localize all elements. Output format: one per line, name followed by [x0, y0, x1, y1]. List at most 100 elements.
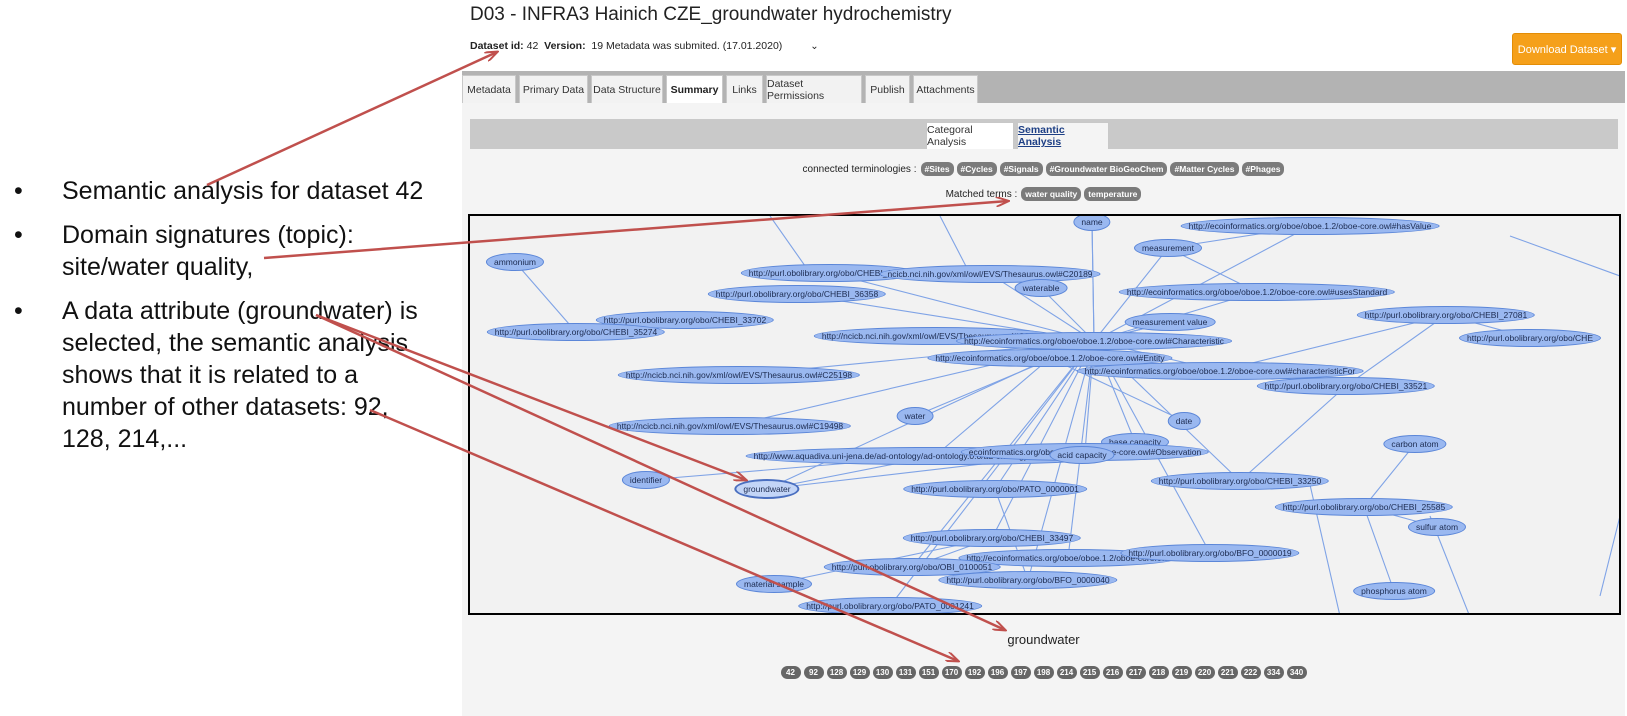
graph-node[interactable]: waterable [1014, 279, 1068, 297]
dataset-pill[interactable]: 198 [1033, 666, 1054, 679]
slide-bullet-list: • Semantic analysis for dataset 42 • Dom… [0, 0, 460, 716]
graph-node[interactable]: http://purl.obolibrary.org/obo/CHEBI_255… [1274, 498, 1454, 516]
graph-edge [1509, 235, 1619, 277]
tab-publish[interactable]: Publish [865, 75, 910, 103]
graph-node[interactable]: ammonium [485, 253, 545, 271]
graph-node[interactable]: date [1167, 412, 1201, 430]
matched-terms-label: Matched terms : [945, 188, 1018, 200]
graph-node[interactable]: material sample [736, 575, 812, 593]
dataset-pill[interactable]: 170 [941, 666, 962, 679]
terminology-tag[interactable]: #Sites [920, 162, 954, 176]
graph-node[interactable]: measurement value [1124, 313, 1216, 331]
bullet-symbol: • [14, 297, 23, 325]
dataset-pill[interactable]: 151 [918, 666, 939, 679]
chevron-down-icon: ⌄ [810, 41, 819, 52]
dataset-pill[interactable]: 216 [1102, 666, 1123, 679]
terminology-tag[interactable]: #Signals [999, 162, 1043, 176]
bullet-symbol: • [14, 177, 23, 205]
terminology-tag[interactable]: #Phages [1241, 162, 1285, 176]
graph-node[interactable]: http://ecoinformatics.org/oboe/oboe.1.2/… [1118, 283, 1396, 301]
graph-node[interactable]: http://ecoinformatics.org/oboe/oboe.1.2/… [1180, 217, 1440, 235]
graph-node[interactable]: http://ecoinformatics.org/oboe/oboe.1.2/… [1076, 362, 1364, 380]
graph-node[interactable]: http://purl.obolibrary.org/obo/CHEBI_334… [902, 529, 1082, 547]
dataset-pill[interactable]: 215 [1079, 666, 1100, 679]
dataset-pill[interactable]: 340 [1286, 666, 1307, 679]
graph-node[interactable]: http://purl.obolibrary.org/obo/CHE [1459, 329, 1601, 347]
graph-node[interactable]: http://purl.obolibrary.org/obo/CHEBI_332… [1150, 472, 1330, 490]
tab-primary-data[interactable]: Primary Data [519, 75, 588, 103]
bullet-line: selected, the semantic analysis [62, 329, 409, 357]
bullet-line: site/water quality, [62, 253, 254, 281]
terminology-tag[interactable]: #Cycles [956, 162, 997, 176]
graph-node-selected[interactable]: groundwater [734, 479, 800, 499]
dataset-pill[interactable]: 222 [1240, 666, 1261, 679]
tab-semantic-analysis[interactable]: Semantic Analysis [1017, 122, 1109, 149]
version-select[interactable]: 19 Metadata was submited. (17.01.2020) ⌄ [591, 40, 818, 52]
matched-tag[interactable]: temperature [1084, 187, 1142, 201]
dataset-pill[interactable]: 217 [1125, 666, 1146, 679]
dataset-pill[interactable]: 192 [964, 666, 985, 679]
dataset-pill[interactable]: 42 [780, 666, 801, 679]
graph-node[interactable]: http://purl.obolibrary.org/obo/BFO_00000… [1120, 544, 1300, 562]
graph-edge [991, 340, 1095, 539]
dataset-pill[interactable]: 129 [849, 666, 870, 679]
graph-node[interactable]: carbon atom [1383, 435, 1447, 453]
dataset-view: D03 - INFRA3 Hainich CZE_groundwater hyd… [462, 0, 1627, 716]
bullet-symbol: • [14, 221, 23, 249]
graph-node[interactable]: phosphorus atom [1353, 582, 1435, 600]
graph-node[interactable]: http://purl.obolibrary.org/obo/BFO_00000… [938, 571, 1118, 589]
graph-edge [1091, 221, 1095, 342]
semantic-graph[interactable]: name http://ecoinformatics.org/oboe/oboe.… [468, 214, 1621, 615]
tab-summary[interactable]: Summary [666, 75, 723, 103]
graph-edge [829, 272, 1095, 342]
dataset-pill[interactable]: 221 [1217, 666, 1238, 679]
analysis-tab-bar: Categoral Analysis Semantic Analysis [470, 119, 1618, 149]
dataset-pill[interactable]: 130 [872, 666, 893, 679]
dataset-pill[interactable]: 218 [1148, 666, 1169, 679]
bullet-line: A data attribute (groundwater) is [62, 297, 418, 325]
graph-node[interactable]: http://purl.obolibrary.org/obo/CHEBI_363… [707, 285, 887, 303]
graph-node[interactable]: http://ecoinformatics.org/oboe/oboe.1.2/… [956, 332, 1232, 350]
tab-data-structure[interactable]: Data Structure [591, 75, 663, 103]
graph-node[interactable]: water [896, 407, 934, 425]
graph-node[interactable]: http://purl.obolibrary.org/obo/CHEBI_352… [486, 323, 666, 341]
graph-node[interactable]: http://purl.obolibrary.org/obo/CHEBI_335… [1256, 377, 1436, 395]
tab-metadata[interactable]: Metadata [462, 75, 516, 103]
dataset-pill[interactable]: 334 [1263, 666, 1284, 679]
matched-tag[interactable]: water quality [1021, 187, 1082, 201]
graph-edge [514, 261, 577, 333]
dataset-pill[interactable]: 196 [987, 666, 1008, 679]
graph-node[interactable]: http://ncicb.nci.nih.gov/xml/owl/EVS/The… [617, 366, 861, 384]
dataset-pill[interactable]: 197 [1010, 666, 1031, 679]
graph-edge [1049, 357, 1185, 422]
graph-node[interactable]: identifier [621, 471, 671, 489]
graph-edge [934, 357, 1051, 457]
graph-node[interactable]: acid capacity [1049, 446, 1115, 464]
graph-node[interactable]: http://purl.obolibrary.org/obo/PATO_0000… [903, 480, 1087, 498]
tab-links[interactable]: Links [726, 75, 763, 103]
tab-dataset-permissions[interactable]: Dataset Permissions [766, 75, 862, 103]
graph-node[interactable]: measurement [1134, 239, 1202, 257]
dataset-pill[interactable]: 220 [1194, 666, 1215, 679]
terminology-tag[interactable]: #Matter Cycles [1170, 162, 1239, 176]
dataset-pill[interactable]: 92 [803, 666, 824, 679]
tab-attachments[interactable]: Attachments [913, 75, 978, 103]
graph-node[interactable]: sulfur atom [1407, 518, 1467, 536]
graph-node[interactable]: http://purl.obolibrary.org/obo/PATO_0001… [798, 597, 982, 613]
dataset-pill[interactable]: 214 [1056, 666, 1077, 679]
graph-node[interactable]: http://purl.obolibrary.org/obo/CHEBI_270… [1356, 306, 1536, 324]
connected-terminologies-label: connected terminologies : [802, 163, 917, 175]
dataset-pill[interactable]: 131 [895, 666, 916, 679]
tab-categoral-analysis[interactable]: Categoral Analysis [926, 122, 1014, 149]
graph-node[interactable]: name [1073, 216, 1111, 231]
graph-node[interactable]: ncicb.nci.nih.gov/xml/owl/EVS/Thesaurus.… [879, 265, 1101, 283]
graph-node[interactable]: http://ncicb.nci.nih.gov/xml/owl/EVS/The… [608, 417, 852, 435]
dataset-pill[interactable]: 128 [826, 666, 847, 679]
dataset-tab-bar: Metadata Primary Data Data Structure Sum… [462, 71, 1625, 103]
download-dataset-button[interactable]: Download Dataset ▾ [1512, 33, 1622, 65]
related-dataset-list: 42 92 128 129 130 131 151 170 192 196 197 198 214 215… [462, 666, 1625, 679]
dataset-pill[interactable]: 219 [1171, 666, 1192, 679]
bullet-line: number of other datasets: 92, [62, 393, 389, 421]
terminology-tag[interactable]: #Groundwater BioGeoChem [1045, 162, 1168, 176]
bullet-line: 128, 214,... [62, 425, 188, 453]
